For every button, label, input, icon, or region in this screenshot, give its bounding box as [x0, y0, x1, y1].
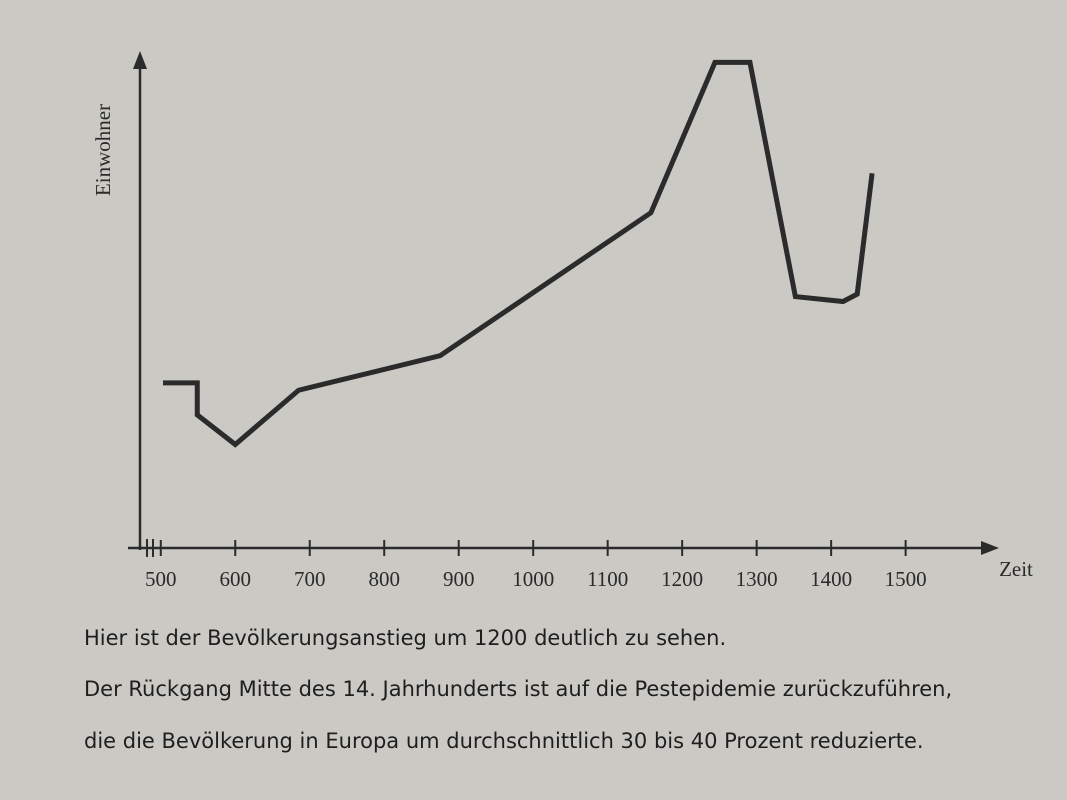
- x-tick-label: 1100: [587, 567, 628, 591]
- caption-line: Hier ist der Bevölkerungsanstieg um 1200…: [84, 626, 726, 650]
- caption-line: die die Bevölkerung in Europa um durchsc…: [84, 729, 924, 753]
- y-axis-arrow: [133, 51, 147, 69]
- data-line: [163, 59, 875, 448]
- x-tick-label: 1500: [885, 567, 927, 591]
- x-tick-label: 1200: [661, 567, 703, 591]
- y-axis-label: Einwohner: [91, 104, 115, 196]
- x-tick-label: 1000: [512, 567, 554, 591]
- x-axis-label: Zeit: [999, 557, 1033, 581]
- x-tick-label: 900: [443, 567, 475, 591]
- caption-line: Der Rückgang Mitte des 14. Jahrhunderts …: [84, 677, 952, 701]
- x-tick-label: 1400: [810, 567, 852, 591]
- x-tick-label: 1300: [736, 567, 778, 591]
- x-tick-label: 600: [220, 567, 252, 591]
- x-tick-label: 500: [145, 567, 177, 591]
- x-axis-arrow: [981, 541, 999, 555]
- x-tick-label: 800: [368, 567, 400, 591]
- x-tick-label: 700: [294, 567, 326, 591]
